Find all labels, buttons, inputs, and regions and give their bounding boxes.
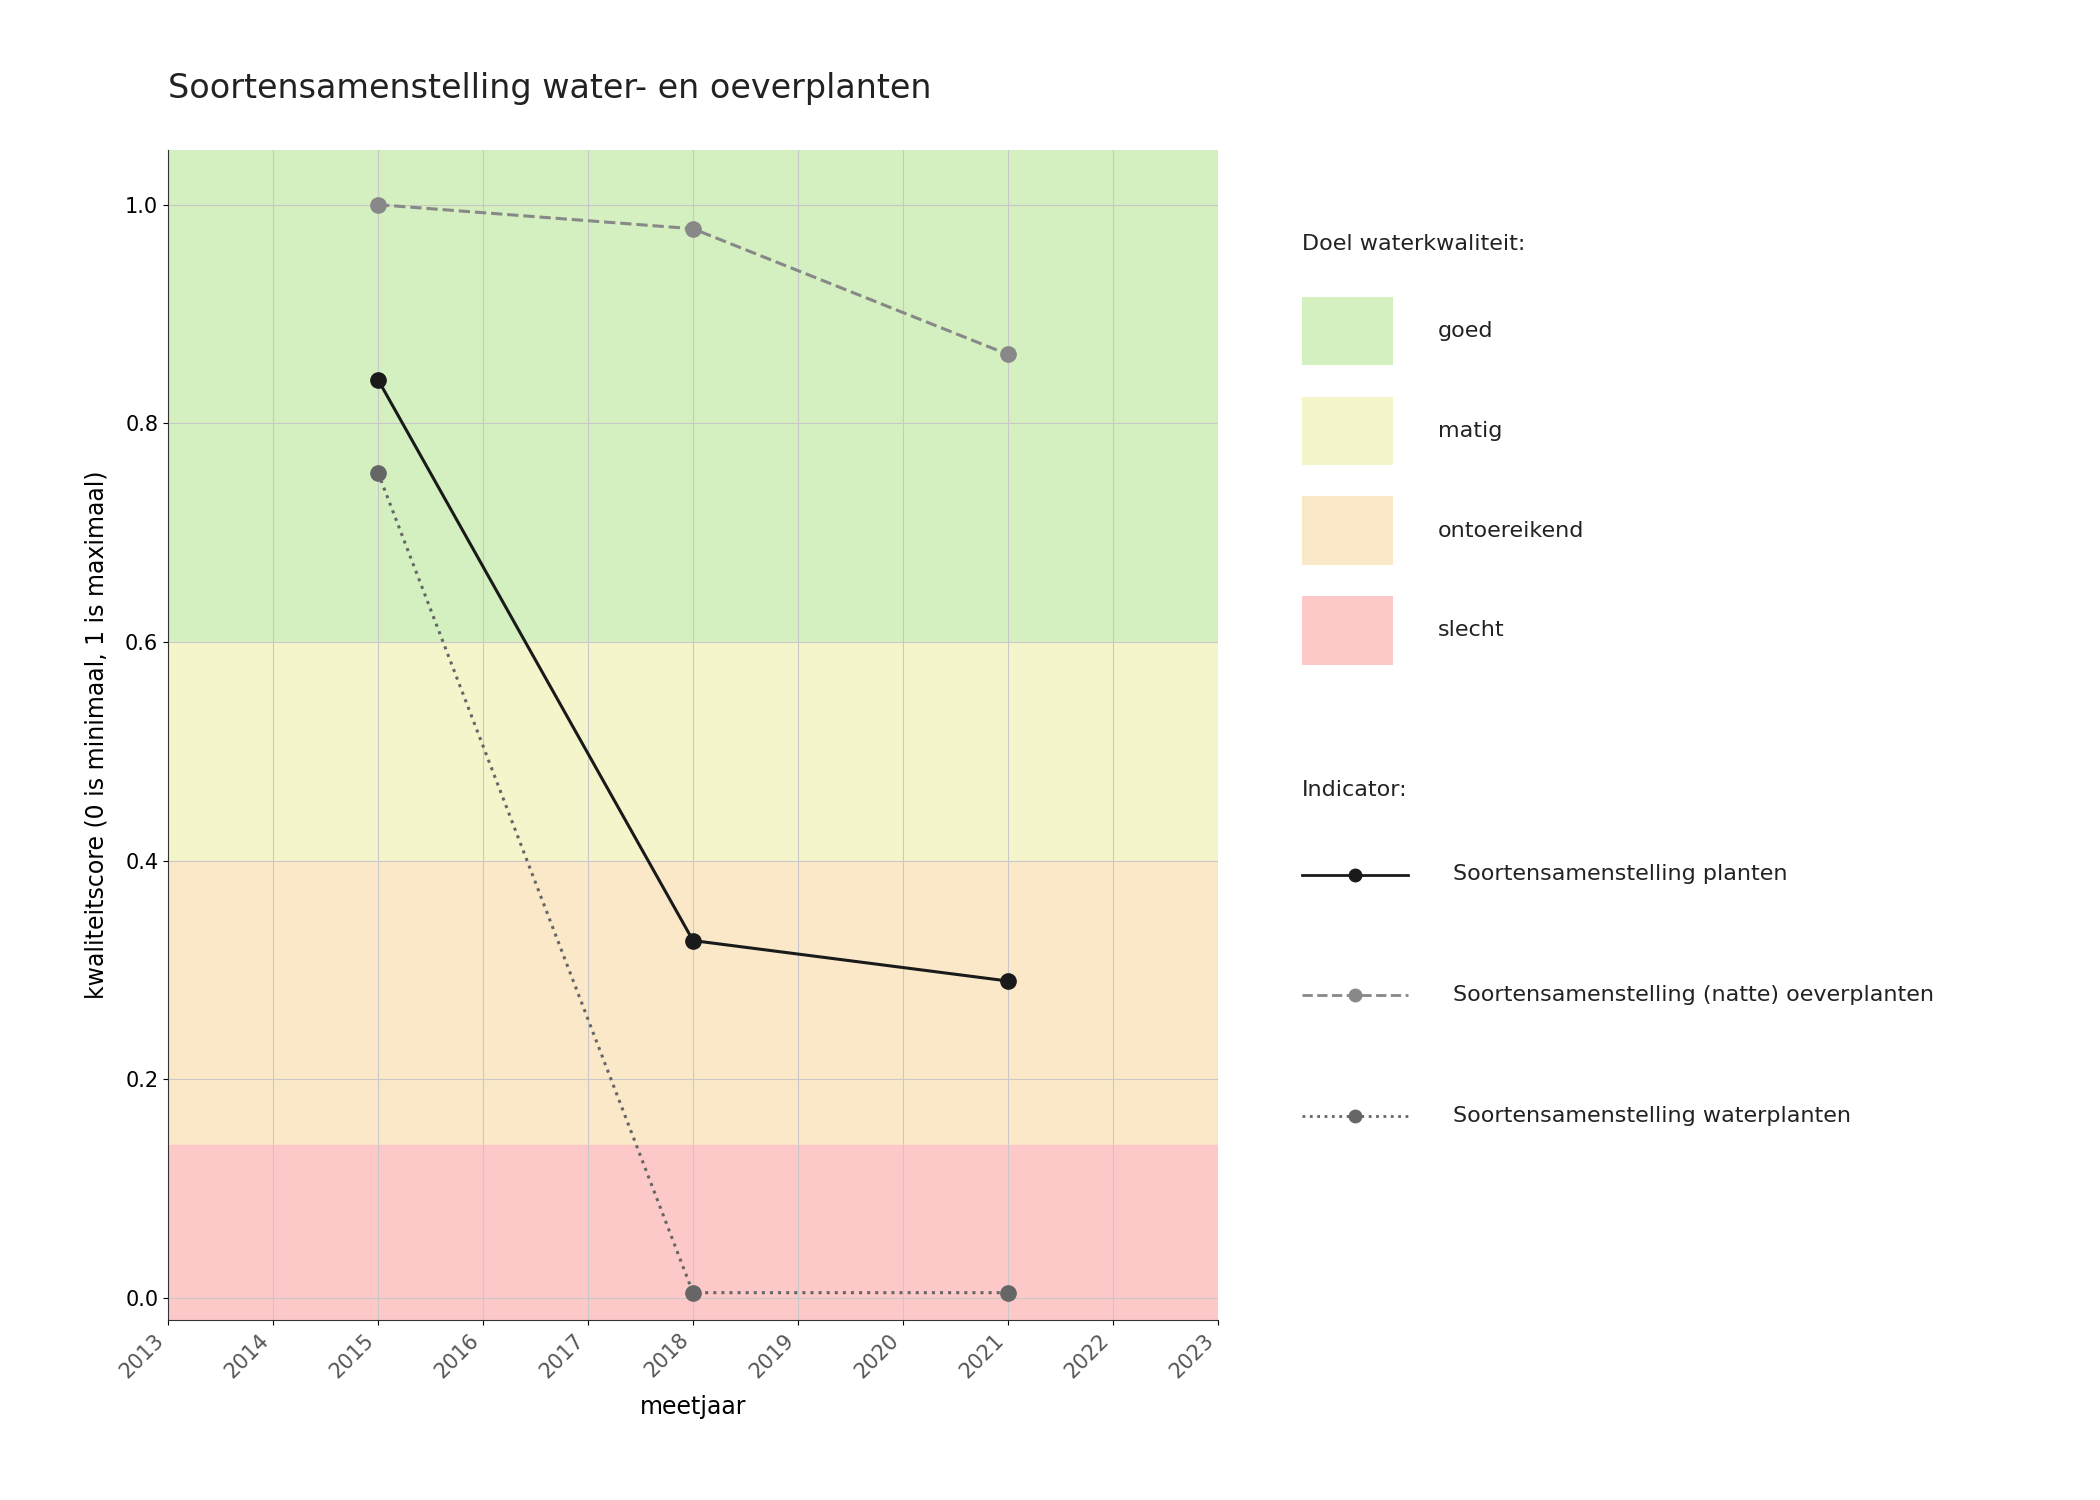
Text: matig: matig (1438, 422, 1501, 441)
Text: Soortensamenstelling planten: Soortensamenstelling planten (1453, 864, 1787, 885)
Text: Soortensamenstelling water- en oeverplanten: Soortensamenstelling water- en oeverplan… (168, 72, 932, 105)
Bar (168, 642, 1218, 861)
Text: Doel waterkwaliteit:: Doel waterkwaliteit: (1302, 234, 1525, 254)
X-axis label: meetjaar: meetjaar (640, 1395, 746, 1419)
Y-axis label: kwaliteitscore (0 is minimaal, 1 is maximaal): kwaliteitscore (0 is minimaal, 1 is maxi… (84, 471, 109, 999)
Text: Soortensamenstelling (natte) oeverplanten: Soortensamenstelling (natte) oeverplante… (1453, 986, 1934, 1005)
Bar (1302, 398, 1392, 465)
Bar (168, 1144, 1218, 1320)
Text: slecht: slecht (1438, 621, 1506, 640)
Bar (1302, 597, 1392, 664)
Text: ontoereikend: ontoereikend (1438, 520, 1586, 540)
Text: goed: goed (1438, 321, 1493, 340)
Bar (168, 861, 1218, 1144)
Text: Soortensamenstelling waterplanten: Soortensamenstelling waterplanten (1453, 1106, 1852, 1126)
Bar (1302, 496, 1392, 564)
Bar (168, 150, 1218, 642)
Bar (1302, 297, 1392, 366)
Text: Indicator:: Indicator: (1302, 780, 1407, 800)
